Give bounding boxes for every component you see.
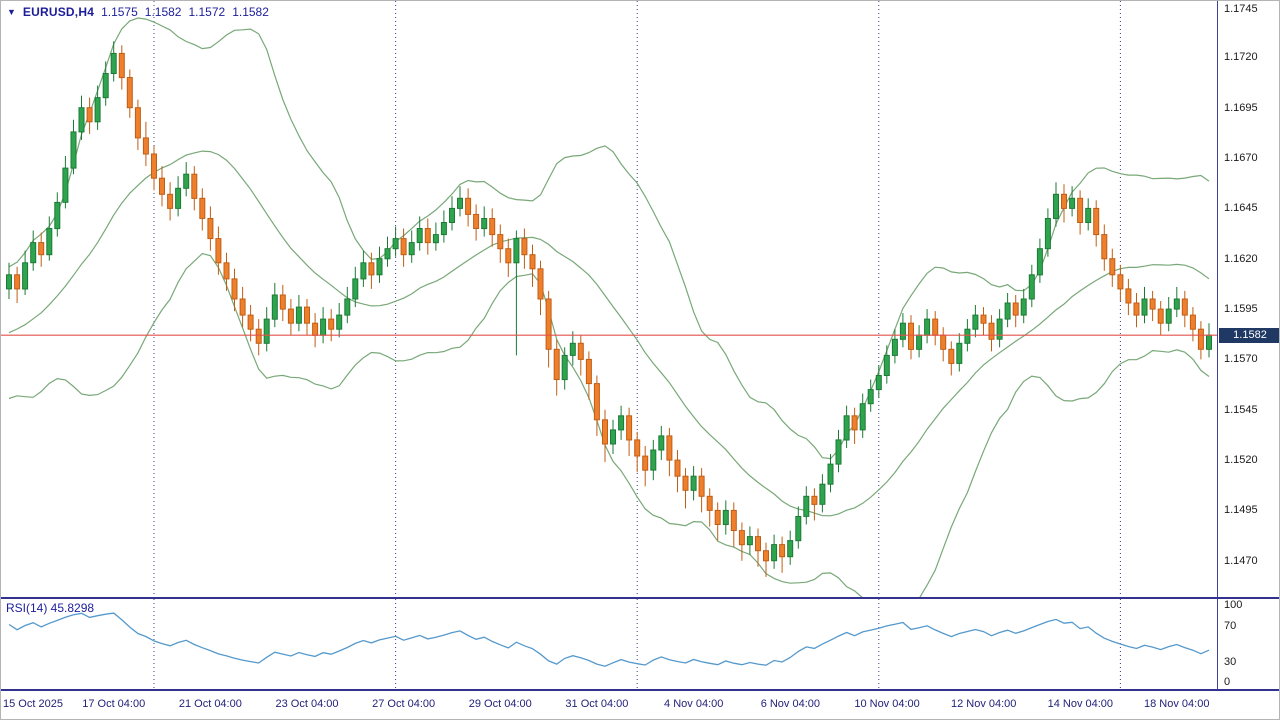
rsi-tick-label: 100	[1224, 599, 1243, 611]
time-tick-label: 18 Nov 04:00	[1144, 698, 1210, 710]
current-price-badge: 1.1582	[1219, 327, 1279, 343]
rsi-tick-label: 30	[1224, 656, 1237, 668]
ohlc-open-value: 1.1575	[101, 5, 138, 19]
time-tick-label: 6 Nov 04:00	[760, 698, 821, 710]
time-tick-label: 21 Oct 04:00	[178, 698, 242, 710]
price-tick-label: 1.1745	[1224, 3, 1258, 15]
time-tick-label: 4 Nov 04:00	[664, 698, 724, 710]
price-tick-label: 1.1720	[1224, 51, 1258, 64]
rsi-tick-label: 0	[1224, 676, 1231, 688]
time-tick-label: 31 Oct 04:00	[565, 698, 629, 710]
ohlc-low-value: 1.1572	[188, 5, 226, 19]
price-tick-label: 1.1645	[1224, 202, 1258, 215]
price-chart-canvas[interactable]	[1, 1, 1217, 597]
time-tick-label: 12 Nov 04:00	[950, 698, 1017, 710]
rsi-tick-label: 70	[1224, 620, 1237, 632]
time-tick-label: 14 Nov 04:00	[1047, 698, 1114, 710]
price-tick-label: 1.1545	[1224, 403, 1258, 416]
time-axis[interactable]: 15 Oct 2025 17 Oct 04:00 21 Oct 04:00 23 Oc…	[1, 691, 1279, 719]
symbol-dropdown-icon[interactable]: ▼	[7, 7, 16, 17]
price-tick-label: 1.1470	[1224, 554, 1258, 567]
panel-separator-top[interactable]	[1, 597, 1279, 599]
time-tick-label: 23 Oct 04:00	[275, 698, 339, 710]
time-tick-label: 10 Nov 04:00	[854, 698, 920, 710]
price-tick-label: 1.1595	[1224, 303, 1258, 316]
price-tick-label: 1.1670	[1224, 152, 1258, 165]
price-axis[interactable]: 1.1582 1.1745 1.1720 1.1695 1.1670 1.1645 1.1…	[1217, 1, 1279, 691]
time-tick-label: 17 Oct 04:00	[82, 698, 146, 710]
ohlc-high-value: 1.1582	[144, 5, 182, 19]
time-tick-label: 29 Oct 04:00	[468, 698, 532, 710]
main-chart-area[interactable]	[1, 1, 1217, 597]
price-tick-label: 1.1495	[1224, 504, 1258, 517]
chart-symbol-info: ▼ EURUSD,H4 1.1575 1.1582 1.1572 1.1582	[7, 5, 269, 19]
panel-separator-bottom[interactable]	[1, 689, 1279, 691]
rsi-indicator-canvas[interactable]	[1, 599, 1217, 689]
rsi-panel[interactable]	[1, 599, 1217, 689]
price-tick-label: 1.1695	[1224, 101, 1258, 114]
price-tick-label: 1.1620	[1224, 252, 1258, 265]
symbol-label: EURUSD,H4	[22, 5, 95, 19]
ohlc-close-value: 1.1582	[232, 5, 269, 19]
time-tick-label: 27 Oct 04:00	[372, 698, 436, 710]
price-tick-label: 1.1520	[1224, 454, 1258, 467]
time-tick-label: 15 Oct 2025	[3, 698, 63, 710]
price-tick-label: 1.1570	[1224, 353, 1258, 366]
rsi-indicator-label: RSI(14) 45.8298	[6, 601, 95, 615]
